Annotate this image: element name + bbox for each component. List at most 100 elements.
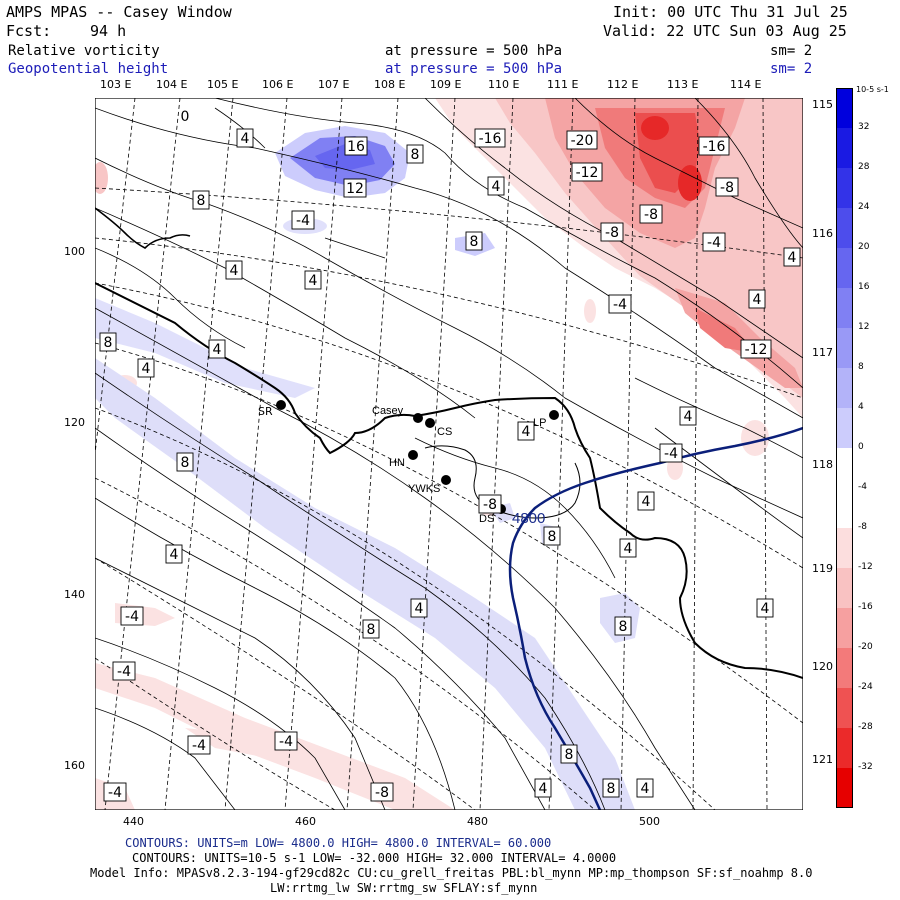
colorbar-swatch [836,368,853,409]
vorticity-contour-label: 8 [560,744,578,764]
colorbar-swatch [836,248,853,289]
lon-label-right: 115 E [812,98,844,111]
vorticity-contour-value: 16 [347,139,365,155]
colorbar-tick-label: 20 [858,242,870,252]
vorticity-contour-value: 4 [309,273,318,289]
station-marker-lp[interactable] [549,410,559,420]
colorbar-tick-label: -28 [858,722,873,732]
vorticity-contour-value: 4 [415,601,424,617]
vorticity-contour-label: -20 [566,130,598,150]
vorticity-contour-value: -8 [720,180,734,196]
field1-name: Relative vorticity [8,43,160,59]
vorticity-contour-value: 8 [619,619,628,635]
forecast-label: Fcst: [6,22,52,40]
x-tick-label: 460 [295,815,316,828]
colorbar-tick-label: -32 [858,762,873,772]
station-label-casey: Casey [372,405,404,417]
field1-level: at pressure = 500 hPa [385,43,563,59]
station-marker-casey[interactable] [413,413,423,423]
vorticity-contour-value: 4 [213,342,222,358]
colorbar-tick-label: -8 [858,522,867,532]
station-label-lp: LP [533,417,546,429]
vorticity-contour-value: 4 [684,409,693,425]
vorticity-map: SR Casey CS HN YWKS DS LP 4800 0 4 16 8 12 8 -… [95,98,803,810]
vorticity-contour-label: -16 [698,136,730,156]
vorticity-contour-label: -4 [187,735,211,755]
station-marker-hn[interactable] [408,450,418,460]
colorbar-tick-label: 28 [858,162,870,172]
colorbar-swatch [836,448,853,489]
lon-label-top: 111 E [547,78,579,91]
vorticity-contour-value: -4 [613,297,627,313]
vorticity-contour-value: 4 [539,781,548,797]
vorticity-contour-value: 8 [367,622,376,638]
vorticity-contour-label: -8 [639,204,663,224]
vorticity-contour-label: -4 [608,294,632,314]
lon-label-right: 120 E [812,660,844,673]
station-marker-cs[interactable] [425,418,435,428]
station-marker-ywks[interactable] [441,475,451,485]
lon-label-top: 108 E [374,78,406,91]
colorbar-swatch [836,408,853,449]
lon-label-top: 105 E [207,78,239,91]
colorbar-swatch [836,168,853,209]
vorticity-contour-label: -12 [740,339,772,359]
vorticity-contour-label: 4 [619,538,637,558]
forecast-hours: 94 h [90,22,127,40]
vorticity-contour-label: 8 [465,231,483,251]
vorticity-contour-value: 8 [470,234,479,250]
station-marker-sr[interactable] [276,400,286,410]
vorticity-contour-label: -4 [120,606,144,626]
height-contour-label: 4800 [512,510,545,527]
colorbar-swatch [836,288,853,329]
vorticity-contour-value: -8 [605,225,619,241]
colorbar-tick-label: -20 [858,642,873,652]
vorticity-contour-value: -4 [296,213,310,229]
colorbar-tick-label: -24 [858,682,873,692]
colorbar-tick-label: 4 [858,402,864,412]
lon-label-right: 116 E [812,227,844,240]
vorticity-contour-value: -4 [279,734,293,750]
vorticity-contour-value: 4 [761,601,770,617]
vorticity-contour-label: 4 [410,598,428,618]
colorbar-tick-label: -4 [858,482,867,492]
vorticity-contour-label: -16 [474,128,506,148]
y-tick-label: 160 [64,759,85,772]
vorticity-contour-value: 4 [788,250,797,266]
colorbar-swatch [836,768,853,808]
colorbar-swatch [836,128,853,169]
vorticity-contour-value: 4 [142,361,151,377]
lon-label-top: 107 E [318,78,350,91]
lon-label-right: 118 E [812,458,844,471]
vorticity-contour-value: 8 [607,781,616,797]
x-tick-label: 480 [467,815,488,828]
vorticity-contour-label: 8 [176,452,194,472]
vorticity-contour-label: -4 [103,782,127,802]
vorticity-contour-label: 4 [748,289,766,309]
geopotential-height-contour [508,426,803,810]
vorticity-contour-value: -4 [125,609,139,625]
colorbar-swatch [836,688,853,729]
y-tick-label: 100 [64,245,85,258]
colorbar-frame [836,88,853,808]
vorticity-contour-value: 8 [104,335,113,351]
vorticity-contour-label: -8 [715,177,739,197]
lon-label-right: 121 E [812,753,844,766]
vorticity-contour-label: -8 [370,782,394,802]
vorticity-contour-label: 8 [614,616,632,636]
lon-label-top: 104 E [156,78,188,91]
lon-label-top: 112 E [607,78,639,91]
colorbar-tick-label: -12 [858,562,873,572]
model-info: Model Info: MPASv8.2.3-194-gf29cd82c CU:… [90,866,813,880]
vorticity-contour-label: 4 [225,260,243,280]
vorticity-contour-value: 4 [753,292,762,308]
colorbar-swatch [836,608,853,649]
vorticity-contour-label: 8 [406,144,424,164]
colorbar-tick-label: 8 [858,362,864,372]
vorticity-contour-label: 4 [487,176,505,196]
colorbar-swatch [836,328,853,369]
vorticity-contour-info: CONTOURS: UNITS=10-5 s-1 LOW= -32.000 HI… [132,851,617,865]
vorticity-contours [95,98,803,810]
vorticity-contour-value: 4 [170,547,179,563]
colorbar-swatch [836,568,853,609]
